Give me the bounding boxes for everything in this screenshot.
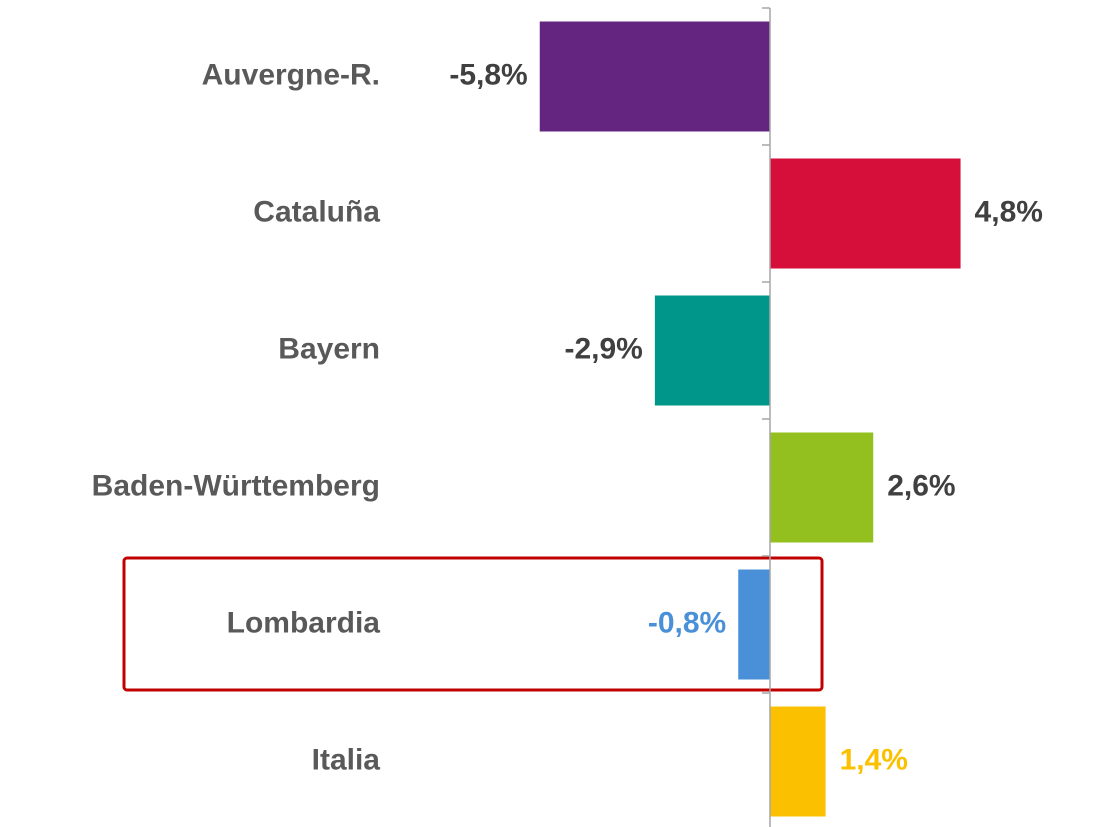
bar (770, 158, 961, 269)
bar (770, 706, 826, 817)
value-label: 2,6% (887, 469, 955, 502)
category-label: Bayern (278, 332, 380, 365)
category-label: Auvergne-R. (202, 58, 380, 91)
value-label: -2,9% (564, 332, 642, 365)
value-label: -5,8% (449, 58, 527, 91)
category-label: Baden-Württemberg (92, 469, 380, 502)
highlight-box (122, 556, 824, 692)
category-label: Cataluña (253, 195, 380, 228)
value-label: -0,8% (648, 606, 726, 639)
bar (738, 569, 770, 680)
category-label: Lombardia (227, 606, 381, 639)
bar (539, 21, 770, 132)
category-label: Italia (312, 743, 381, 776)
bar (654, 295, 770, 406)
value-label: 1,4% (840, 743, 908, 776)
bar (770, 432, 874, 543)
value-label: 4,8% (975, 195, 1043, 228)
